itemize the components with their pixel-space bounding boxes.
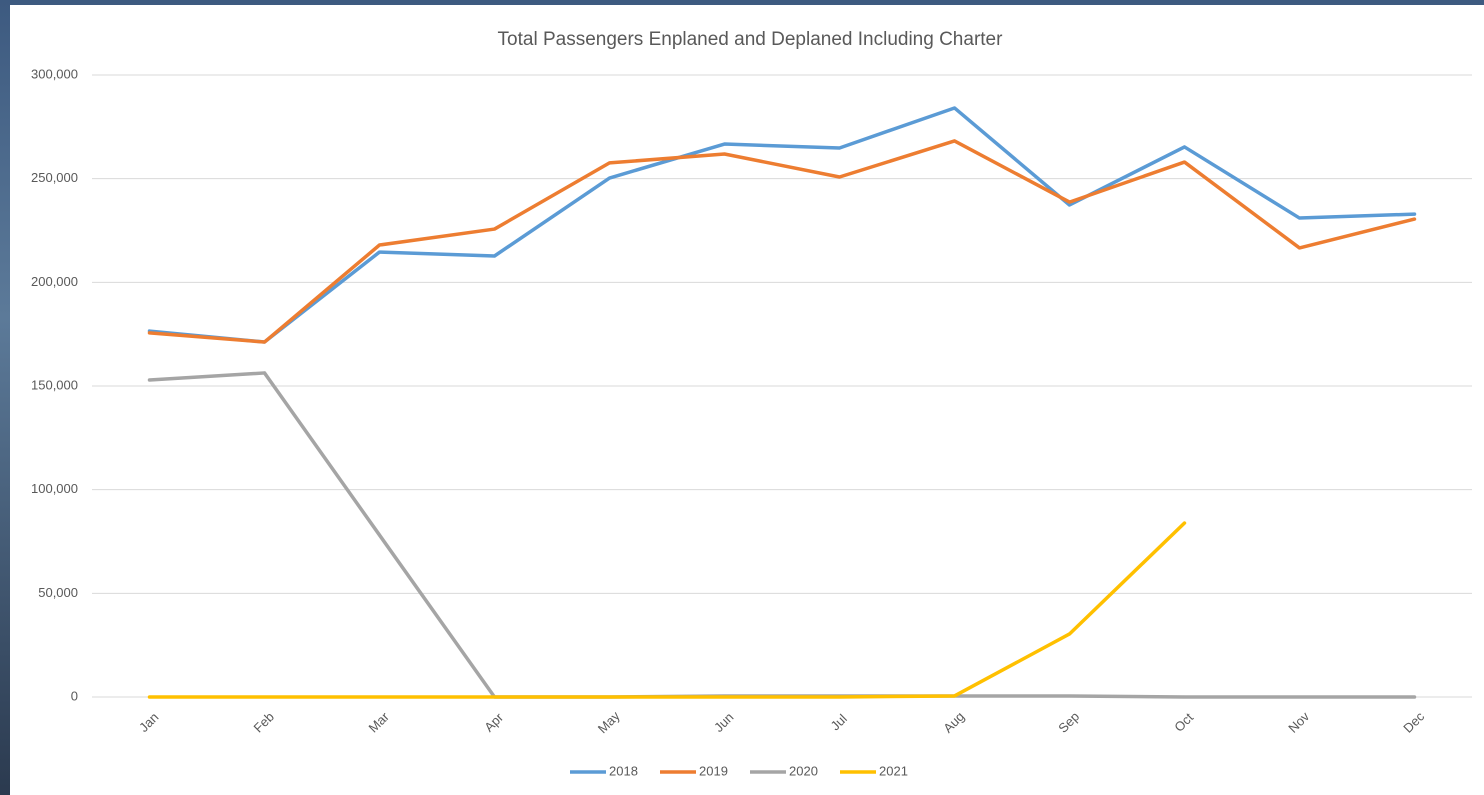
y-tick-label: 200,000 (31, 274, 78, 289)
legend-label: 2019 (699, 763, 728, 778)
chart-title: Total Passengers Enplaned and Deplaned I… (498, 29, 1004, 50)
chart-area (10, 5, 1484, 795)
y-tick-label: 150,000 (31, 377, 78, 392)
chart: Total Passengers Enplaned and Deplaned I… (0, 0, 1484, 795)
page: Total Passengers Enplaned and Deplaned I… (0, 0, 1484, 795)
y-tick-label: 300,000 (31, 66, 78, 81)
y-tick-label: 250,000 (31, 170, 78, 185)
legend-label: 2021 (879, 763, 908, 778)
y-tick-label: 50,000 (38, 585, 78, 600)
y-tick-label: 0 (71, 688, 78, 703)
legend-label: 2020 (789, 763, 818, 778)
y-tick-label: 100,000 (31, 481, 78, 496)
legend-label: 2018 (609, 763, 638, 778)
